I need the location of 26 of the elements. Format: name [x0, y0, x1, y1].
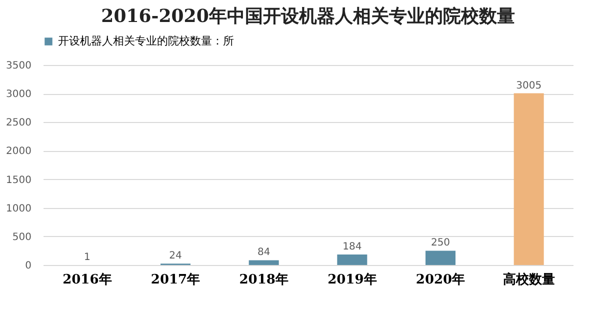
y-tick-label: 2000	[6, 146, 32, 158]
x-tick-label: 2016年	[62, 272, 112, 288]
y-tick-label: 0	[25, 260, 32, 272]
data-label: 84	[257, 247, 270, 258]
data-label: 250	[430, 238, 450, 249]
y-tick-label: 3500	[6, 60, 32, 72]
data-label: 1	[84, 252, 90, 263]
legend-label: 开设机器人相关专业的院校数量：所	[58, 34, 234, 48]
x-tick-label: 高校数量	[502, 272, 555, 288]
x-tick-label: 2018年	[239, 272, 288, 288]
chart-title: 2016-2020年中国开设机器人相关专业的院校数量	[101, 6, 515, 27]
x-tick-label: 2017年	[150, 272, 200, 288]
bar	[514, 93, 544, 265]
data-label: 3005	[516, 80, 542, 92]
y-tick-label: 3000	[6, 89, 32, 100]
bar	[248, 260, 279, 265]
data-label: 24	[169, 250, 182, 262]
y-tick-label: 500	[12, 232, 32, 243]
x-tick-label: 2020年	[416, 272, 466, 288]
y-tick-label: 2500	[6, 118, 32, 129]
bar	[426, 250, 456, 265]
x-tick-label: 2019年	[328, 272, 377, 288]
y-tick-label: 1500	[6, 174, 32, 186]
bar	[337, 254, 368, 265]
data-label: 184	[342, 241, 362, 252]
y-tick-label: 1000	[6, 203, 32, 214]
